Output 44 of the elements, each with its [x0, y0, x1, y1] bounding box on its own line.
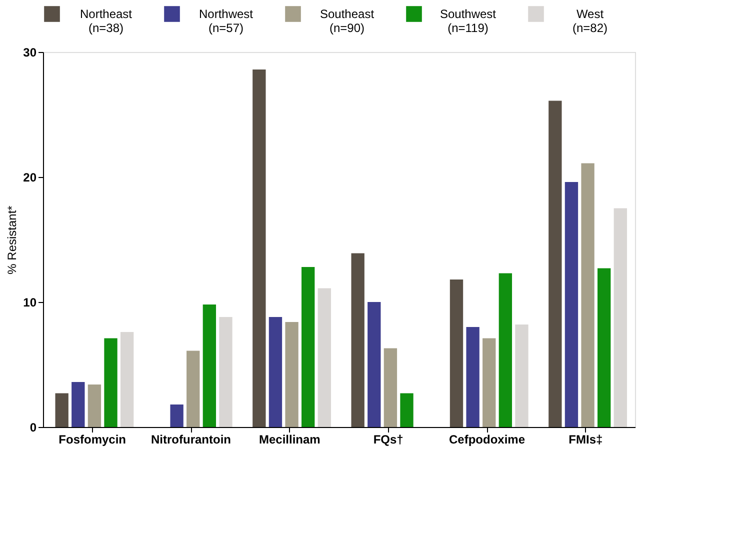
x-tick-label: FQs† [373, 432, 404, 446]
y-tick-label: 20 [23, 170, 37, 184]
bar [581, 163, 594, 427]
bar [72, 382, 85, 427]
bar [598, 268, 611, 427]
bar [368, 302, 381, 427]
bar [351, 253, 364, 427]
bar [219, 317, 232, 427]
y-tick-label: 0 [30, 420, 37, 434]
bar [400, 393, 414, 427]
bar [252, 70, 266, 427]
bar [55, 393, 68, 427]
legend-label: Southeast (n=90) [320, 7, 375, 35]
legend-label: Northeast (n=38) [80, 7, 133, 35]
bar [466, 327, 480, 427]
bar [170, 404, 184, 427]
bar [318, 288, 331, 427]
bar [104, 338, 118, 427]
y-tick-label: 30 [23, 46, 37, 60]
bar [202, 304, 216, 427]
legend-label: Southwest (n=119) [440, 7, 497, 35]
bar [548, 100, 562, 427]
x-tick-label: Cefpodoxime [448, 432, 526, 446]
x-tick-label: Nitrofurantoin [151, 432, 231, 446]
bar [384, 348, 398, 427]
bar [482, 338, 496, 427]
y-axis-title: % Resistant* [5, 205, 20, 274]
bar [186, 350, 200, 427]
bar [268, 317, 282, 427]
legend-label: Northwest (n=57) [198, 7, 254, 35]
bar [88, 384, 102, 427]
bar [285, 322, 298, 427]
legend-label: West (n=82) [572, 7, 608, 35]
bar [120, 332, 134, 427]
bar [450, 280, 464, 427]
x-tick-label: Fosfomycin [58, 432, 126, 446]
bar [614, 208, 627, 427]
x-tick-label: FMIs‡ [568, 432, 603, 446]
y-tick-label: 10 [23, 296, 37, 310]
bar [564, 182, 578, 427]
bar [515, 324, 528, 427]
bar [302, 267, 315, 427]
x-tick-label: Mecillinam [258, 432, 320, 446]
bar [498, 273, 512, 427]
